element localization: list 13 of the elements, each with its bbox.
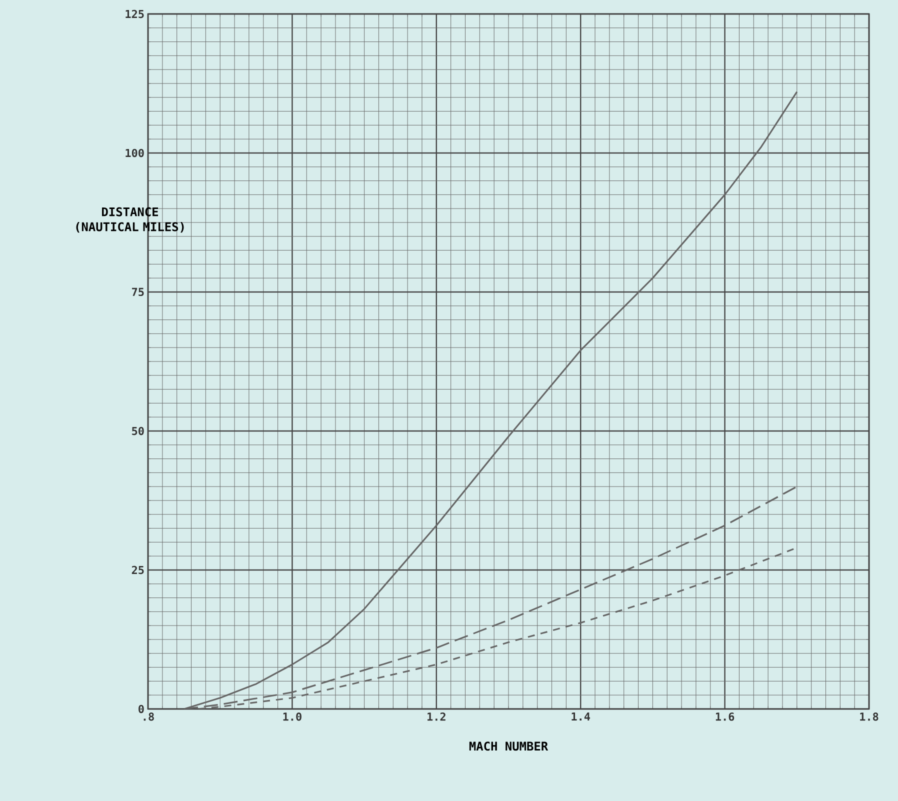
x-tick-label: 1.8 [860, 712, 878, 721]
y-tick-label: 25 [132, 566, 144, 574]
x-tick-label: 1.0 [283, 712, 302, 721]
x-tick-label: .8 [144, 712, 154, 721]
x-tick-label: 1.6 [716, 712, 734, 721]
y-tick-label: 75 [132, 288, 144, 296]
x-axis-title: MACH NUMBER [469, 742, 548, 751]
y-tick-label: 50 [132, 426, 144, 436]
y-tick-label: 0 [138, 704, 144, 714]
y-tick-label: 100 [126, 148, 144, 158]
x-tick-label: 1.2 [428, 712, 446, 721]
x-tick-label: 1.4 [572, 712, 590, 720]
y-tick-label: 125 [126, 10, 144, 18]
